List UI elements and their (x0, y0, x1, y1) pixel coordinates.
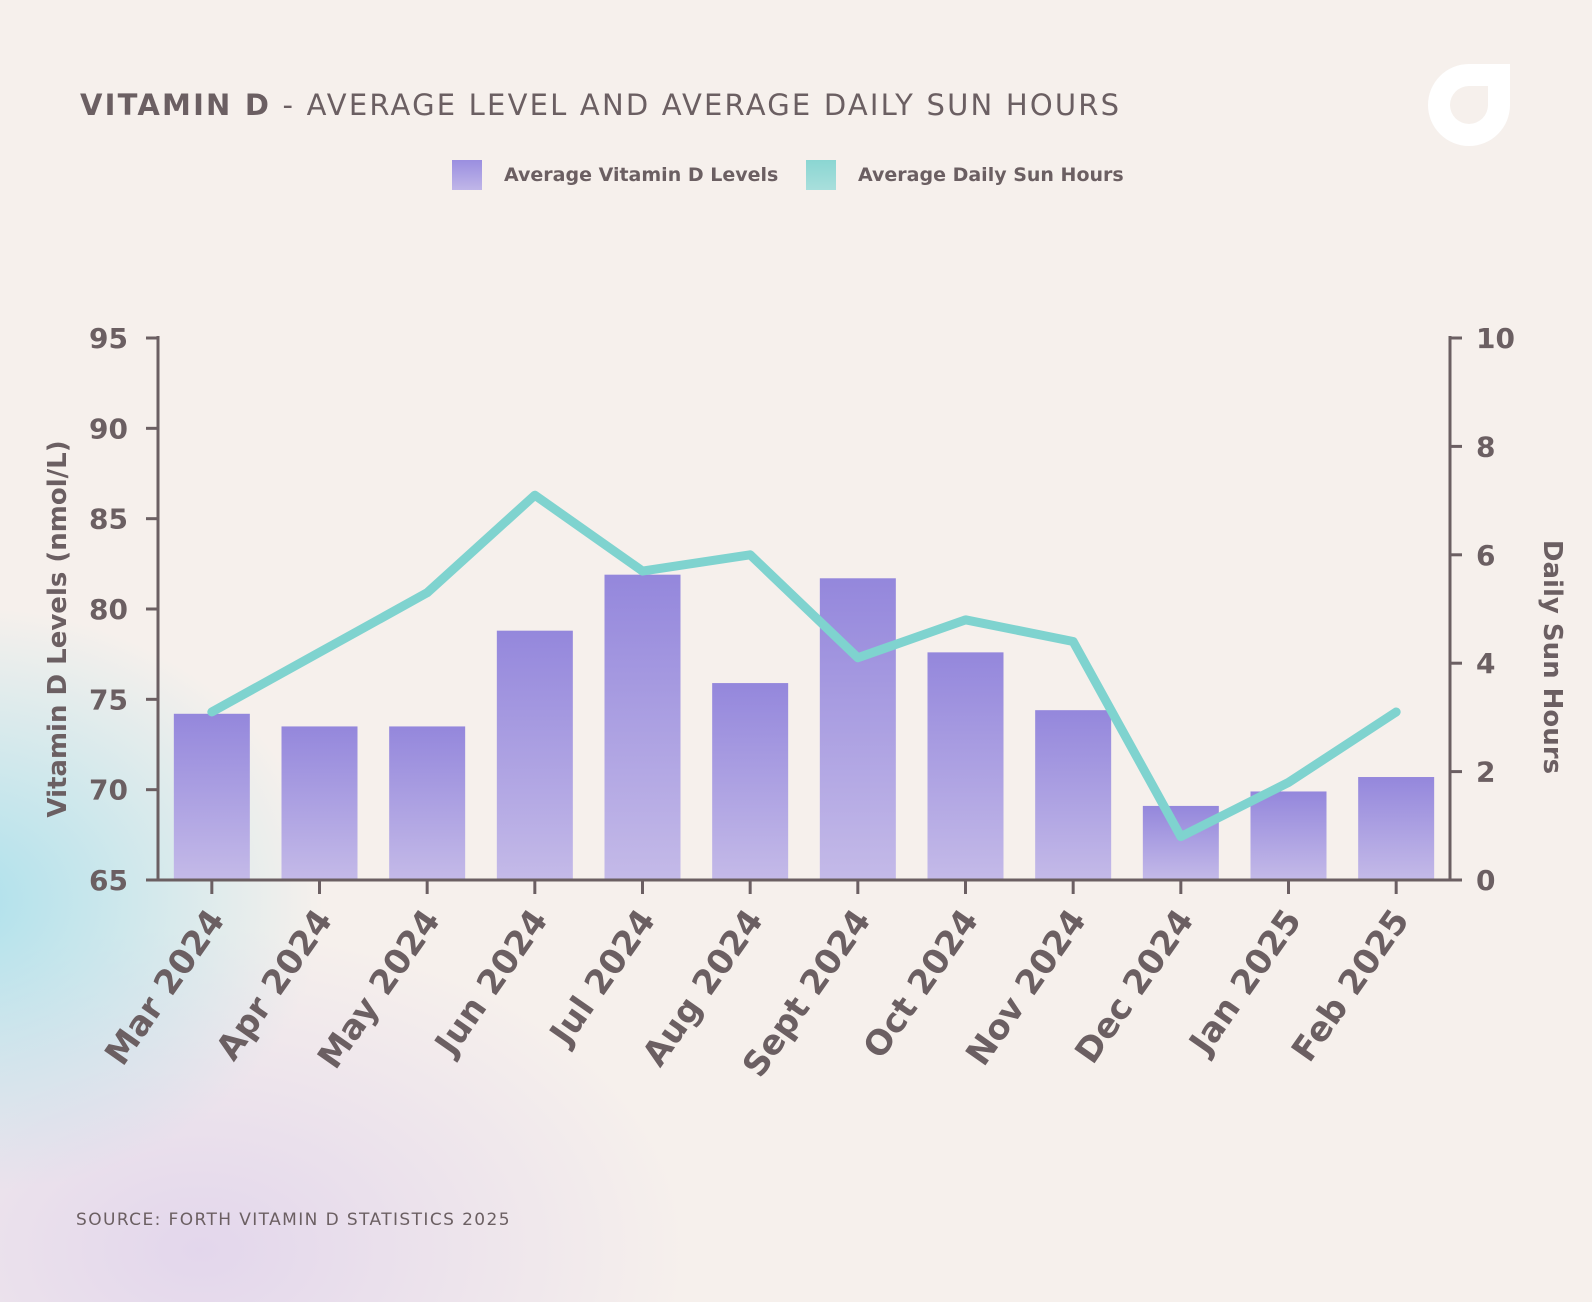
brand-drop-icon (1428, 64, 1510, 146)
bar-11 (1358, 777, 1435, 880)
right-tick-label-2: 4 (1476, 647, 1495, 680)
bar-2 (389, 726, 466, 880)
chart-title: VITAMIN D - AVERAGE LEVEL AND AVERAGE DA… (80, 88, 1121, 122)
right-tick-label-3: 6 (1476, 539, 1495, 572)
bar-9 (1142, 805, 1219, 880)
left-tick-label-0: 65 (89, 864, 128, 897)
right-tick-label-0: 0 (1476, 864, 1495, 897)
bar-5 (712, 683, 789, 880)
title-bold: VITAMIN D (80, 88, 272, 122)
sun-hours-line (207, 490, 1401, 842)
legend-label-sun-hours: Average Daily Sun Hours (858, 164, 1124, 186)
bar-6 (819, 578, 896, 880)
bar-10 (1250, 791, 1327, 880)
left-tick-label-5: 90 (89, 412, 128, 445)
x-tick-label-4: Jul 2024 (541, 902, 664, 1054)
left-axis-title: Vitamin D Levels (nmol/L) (43, 440, 73, 817)
title-separator: - (271, 88, 307, 122)
legend-swatch-line (806, 160, 836, 190)
bar-0 (173, 713, 250, 880)
bar-8 (1035, 710, 1112, 880)
left-tick-label-6: 95 (89, 322, 128, 355)
source-note: SOURCE: FORTH VITAMIN D STATISTICS 2025 (76, 1210, 511, 1230)
title-rest: AVERAGE LEVEL AND AVERAGE DAILY SUN HOUR… (306, 88, 1122, 122)
left-tick-label-2: 75 (89, 683, 128, 716)
bar-3 (496, 630, 573, 880)
legend-label-vitamin-d: Average Vitamin D Levels (504, 164, 779, 186)
bar-4 (604, 574, 681, 880)
right-tick-label-4: 8 (1476, 430, 1495, 463)
right-tick-label-5: 10 (1476, 322, 1515, 355)
left-tick-label-3: 80 (89, 593, 128, 626)
legend-swatch-bar (452, 160, 482, 190)
right-axis-title: Daily Sun Hours (1537, 540, 1567, 774)
bar-1 (281, 726, 358, 880)
left-tick-label-4: 85 (89, 503, 128, 536)
left-tick-label-1: 70 (89, 774, 128, 807)
right-tick-label-1: 2 (1476, 756, 1495, 789)
legend-item-sun-hours: Average Daily Sun Hours (806, 160, 1124, 190)
legend-item-vitamin-d: Average Vitamin D Levels (452, 160, 778, 190)
bar-7 (927, 652, 1004, 880)
